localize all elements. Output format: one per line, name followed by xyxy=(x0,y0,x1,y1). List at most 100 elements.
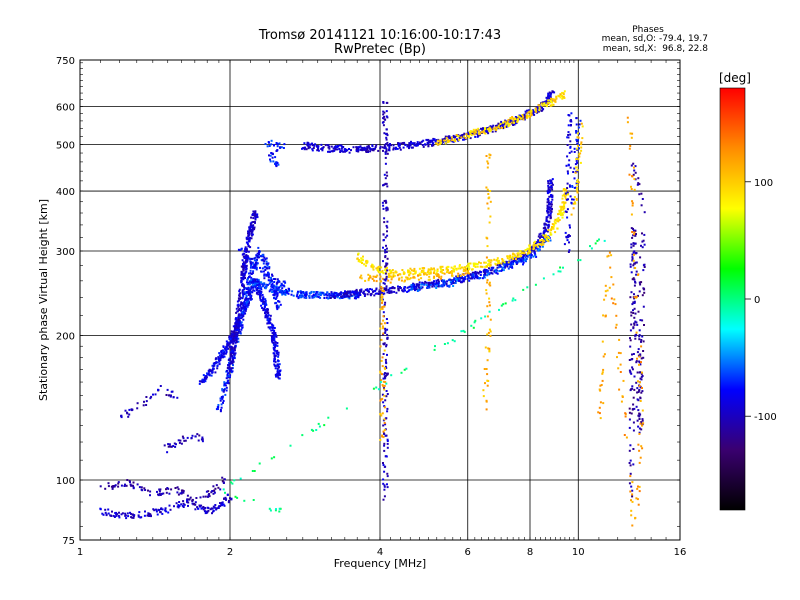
data-point xyxy=(254,216,257,219)
data-point xyxy=(537,106,540,109)
data-point xyxy=(502,303,505,306)
data-point xyxy=(296,293,299,296)
data-point xyxy=(344,292,347,295)
data-point xyxy=(242,284,245,287)
data-point xyxy=(485,289,488,292)
data-point xyxy=(386,328,389,331)
data-point xyxy=(340,147,343,150)
data-point xyxy=(315,429,318,431)
data-point xyxy=(219,408,222,411)
data-point xyxy=(237,316,240,318)
data-point xyxy=(379,381,382,384)
data-point xyxy=(308,295,311,298)
data-point xyxy=(355,150,358,153)
data-point xyxy=(239,292,242,295)
data-point xyxy=(529,115,531,118)
data-point xyxy=(246,255,249,258)
data-point xyxy=(273,364,276,367)
data-point xyxy=(487,193,490,195)
data-point xyxy=(242,263,244,266)
data-point xyxy=(381,287,384,290)
data-point xyxy=(506,265,509,268)
data-point xyxy=(99,507,102,510)
data-point xyxy=(635,321,638,324)
data-point xyxy=(201,440,204,443)
data-point xyxy=(633,388,636,391)
data-point xyxy=(472,273,475,276)
data-point xyxy=(107,512,110,515)
data-point xyxy=(166,388,169,391)
data-point xyxy=(120,414,123,417)
data-point xyxy=(370,148,373,151)
data-point xyxy=(630,188,633,190)
data-point xyxy=(149,397,152,400)
data-point xyxy=(212,505,215,508)
data-point xyxy=(383,118,386,121)
data-point xyxy=(382,246,384,249)
data-point xyxy=(452,285,455,287)
data-point xyxy=(471,276,474,279)
data-point xyxy=(215,361,218,364)
data-point xyxy=(243,257,246,259)
data-point xyxy=(240,306,243,309)
data-point xyxy=(249,269,252,272)
data-point xyxy=(229,370,231,373)
data-point xyxy=(249,266,252,269)
data-point xyxy=(636,323,639,326)
data-point xyxy=(327,416,330,419)
data-point xyxy=(278,142,281,145)
data-point xyxy=(490,269,493,272)
data-point xyxy=(479,262,482,265)
data-point xyxy=(170,445,173,448)
data-point xyxy=(227,347,230,350)
data-point xyxy=(234,324,237,327)
data-point xyxy=(488,272,491,275)
data-point xyxy=(187,498,190,501)
data-point xyxy=(367,150,369,153)
data-point xyxy=(497,122,500,125)
data-point xyxy=(345,294,348,297)
data-point xyxy=(246,288,248,291)
data-point xyxy=(414,270,417,273)
data-point xyxy=(276,342,279,344)
data-point xyxy=(409,271,411,274)
data-point xyxy=(638,427,641,430)
data-point xyxy=(564,189,567,192)
data-point xyxy=(384,289,386,291)
data-point xyxy=(483,275,486,278)
data-point xyxy=(521,117,524,120)
data-point xyxy=(233,330,236,333)
data-point xyxy=(232,338,235,341)
data-point xyxy=(429,268,432,271)
data-point xyxy=(128,408,131,411)
data-point xyxy=(268,141,270,144)
data-point xyxy=(457,267,460,270)
data-point xyxy=(462,279,465,282)
data-point xyxy=(509,266,512,268)
data-point xyxy=(453,138,456,141)
data-point xyxy=(457,272,460,275)
data-point xyxy=(268,145,271,147)
data-point xyxy=(550,205,553,208)
data-point xyxy=(481,130,484,133)
data-point xyxy=(384,143,387,146)
data-point xyxy=(253,226,256,229)
data-point xyxy=(317,145,320,148)
data-point xyxy=(548,214,551,217)
data-point xyxy=(642,269,645,272)
data-point xyxy=(202,508,205,511)
data-point xyxy=(550,210,553,213)
data-point xyxy=(546,206,549,209)
data-point xyxy=(372,387,375,390)
data-point xyxy=(382,124,385,127)
data-point xyxy=(631,493,634,496)
data-point xyxy=(375,288,378,291)
data-point xyxy=(379,271,382,274)
data-point xyxy=(633,278,636,281)
data-point xyxy=(386,134,389,137)
data-point xyxy=(548,191,551,194)
data-point xyxy=(568,114,571,117)
data-point xyxy=(546,192,549,195)
data-point xyxy=(253,285,256,287)
data-point xyxy=(250,234,253,237)
